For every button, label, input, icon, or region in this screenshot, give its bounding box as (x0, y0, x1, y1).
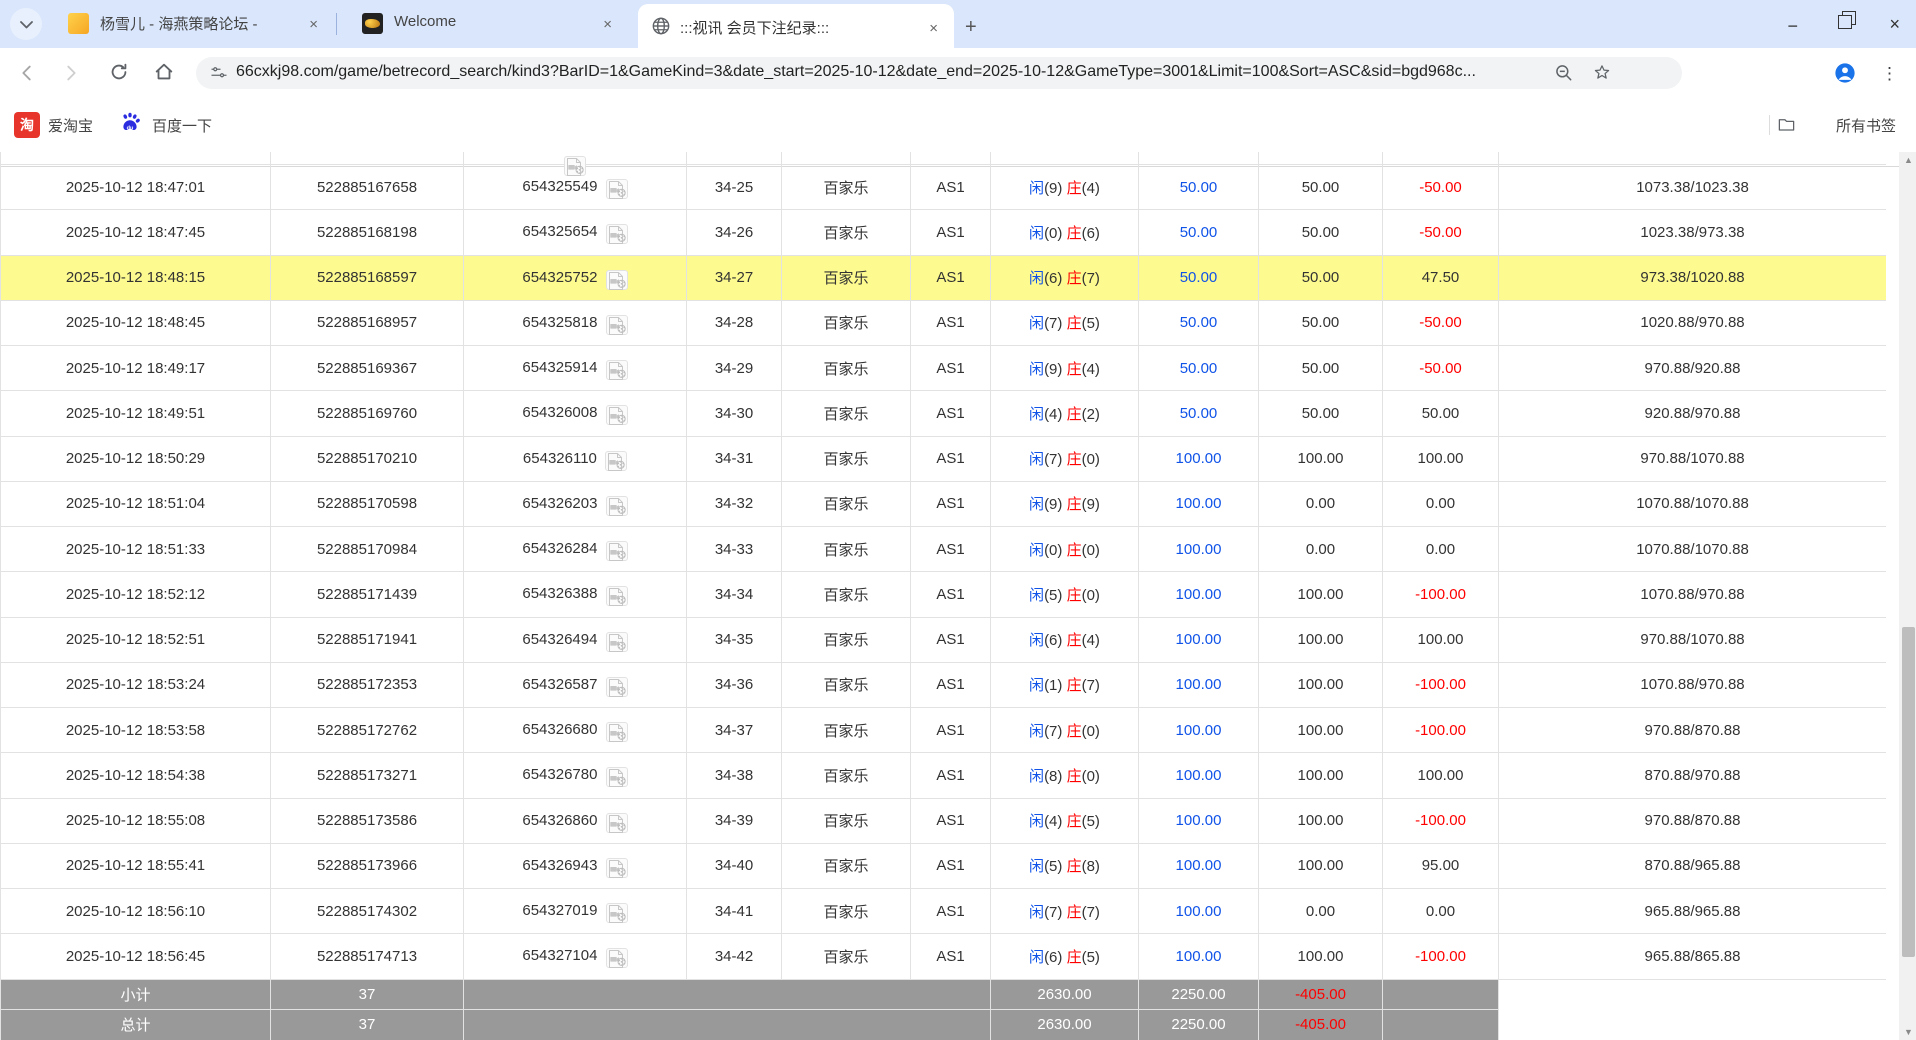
svg-text:du: du (127, 125, 134, 131)
